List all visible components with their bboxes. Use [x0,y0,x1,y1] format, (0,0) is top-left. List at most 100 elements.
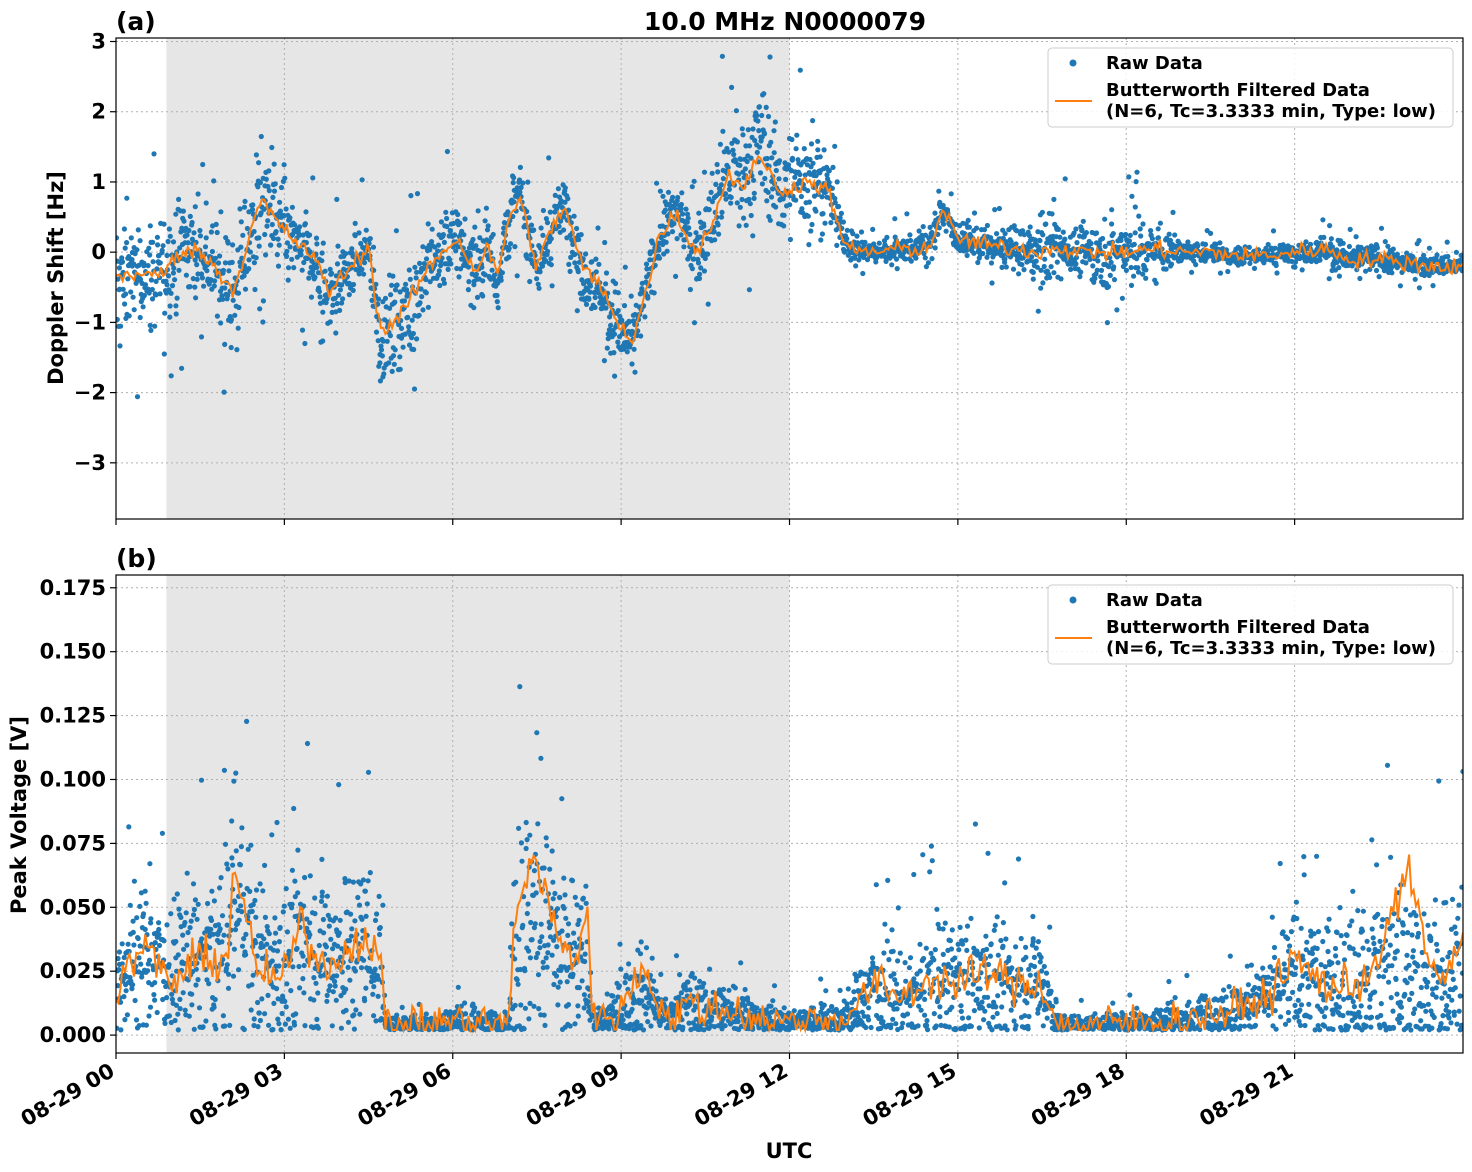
b-raw-point [192,897,198,903]
b-raw-point [189,991,195,997]
a-raw-point [514,185,520,191]
a-raw-point [992,207,998,213]
b-raw-point [770,998,776,1004]
a-raw-point [713,181,719,187]
a-raw-point [457,266,464,272]
a-raw-point [373,281,379,287]
a-raw-point [281,162,287,168]
a-raw-point [386,360,392,366]
a-raw-point [596,261,602,267]
b-raw-point [572,894,578,900]
a-raw-point [971,210,978,216]
a-raw-point [1042,256,1048,262]
a-raw-point [291,265,297,271]
a-raw-point [722,191,729,197]
a-raw-point [512,244,518,250]
a-raw-point [377,360,383,366]
a-raw-point [1265,241,1271,248]
a-raw-point [602,299,608,305]
a-raw-point [1459,268,1463,274]
a-raw-point [495,280,501,286]
a-raw-point [359,177,365,183]
b-raw-point [236,917,242,923]
a-raw-point [817,154,823,160]
a-raw-point [762,175,768,182]
a-raw-point [499,270,505,276]
b-raw-point [185,929,191,936]
a-raw-point [1416,285,1422,291]
b-raw-point [555,1002,561,1008]
a-raw-point [181,218,187,224]
a-raw-point [444,223,450,230]
a-raw-point [1109,207,1115,213]
a-raw-point [514,273,520,279]
a-raw-point [1127,232,1133,238]
b-raw-point [152,940,158,946]
a-raw-point [408,193,414,199]
a-raw-point [126,313,132,319]
b-raw-point [312,895,318,901]
a-raw-point [147,322,153,328]
a-raw-point [214,313,220,319]
b-raw-point [363,913,369,919]
a-raw-point [988,260,995,266]
a-raw-point [1096,241,1102,247]
a-raw-point [826,168,832,174]
a-raw-point [613,280,619,287]
b-raw-point [328,936,334,942]
a-raw-point [270,194,276,200]
a-raw-point [813,173,819,179]
b-raw-point [518,840,524,846]
a-raw-point [565,196,571,202]
a-raw-point [235,290,242,296]
b-raw-point [183,910,189,916]
b-raw-point [222,1023,228,1029]
a-raw-point [217,253,223,259]
b-raw-point [236,967,242,973]
a-raw-point [183,272,189,278]
b-raw-point [217,885,223,891]
b-raw-point [585,999,591,1005]
a-raw-point [913,255,919,261]
b-raw-point [148,916,154,922]
a-raw-point [615,290,621,296]
a-raw-point [927,224,933,230]
a-raw-point [709,199,716,205]
b-raw-point [821,1002,827,1008]
a-raw-point [556,223,562,229]
a-raw-point [518,184,524,191]
a-raw-point [1073,226,1079,232]
a-raw-point [213,221,219,227]
a-raw-point [545,248,551,254]
a-raw-point [572,251,578,257]
a-raw-point [191,230,197,236]
a-raw-point [303,209,309,215]
a-raw-point [645,295,651,301]
a-raw-point [310,175,316,181]
b-raw-point [271,940,278,946]
b-raw-point [520,922,526,928]
b-raw-point [307,932,313,938]
a-raw-point [1327,223,1333,229]
a-raw-point [390,353,397,359]
a-raw-point [299,267,305,273]
b-raw-point [241,1026,247,1033]
panel-b-label: (b) [116,544,157,573]
a-raw-point [746,287,753,293]
a-raw-point [461,232,467,238]
a-raw-point [203,200,209,206]
b-raw-point [377,931,383,938]
b-raw-point [313,980,319,986]
a-raw-point [172,277,178,283]
a-raw-point [733,108,740,114]
a-raw-point [717,141,724,147]
a-raw-point [527,278,533,285]
a-raw-point [148,327,154,333]
a-raw-point [427,247,433,253]
a-raw-point [1314,239,1320,245]
a-raw-point [611,331,618,337]
b-raw-point [304,925,310,931]
a-raw-point [486,239,492,245]
a-raw-point [922,255,928,261]
b-raw-point [296,963,302,970]
